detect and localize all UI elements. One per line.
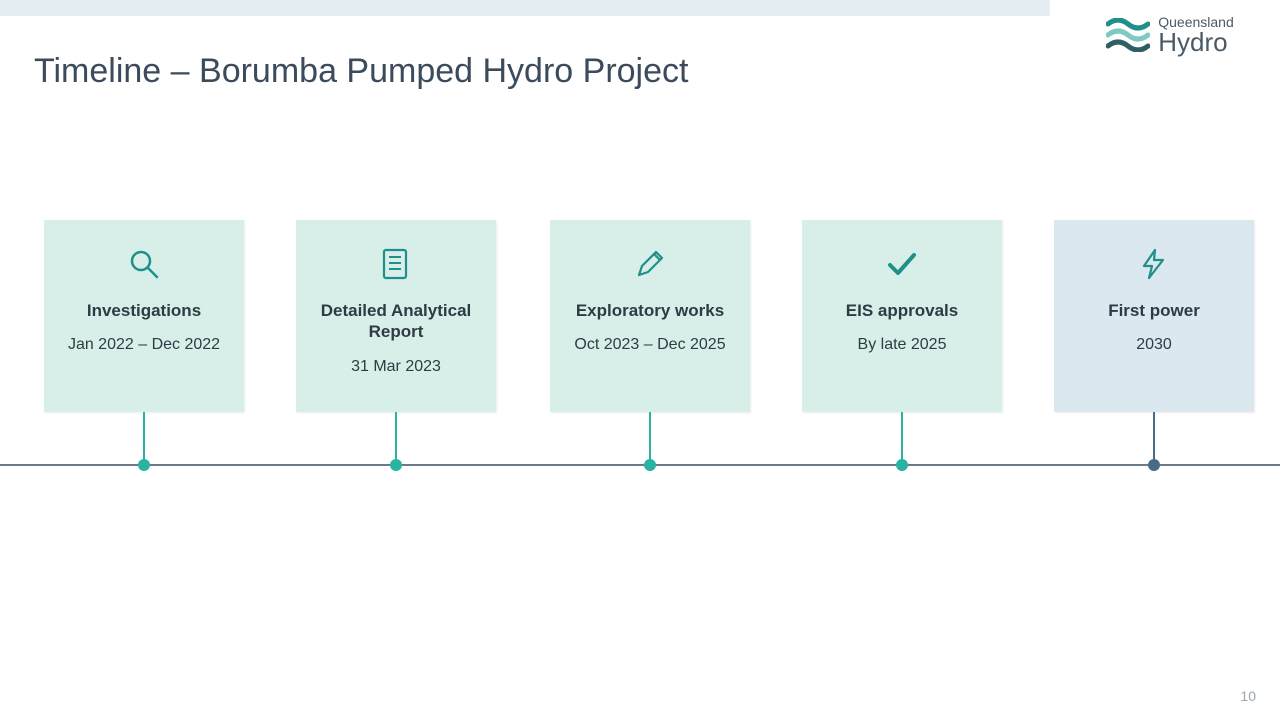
milestone-dot bbox=[896, 459, 908, 471]
milestone: EIS approvals By late 2025 bbox=[802, 220, 1002, 412]
milestone: Detailed Analytical Report 31 Mar 2023 bbox=[296, 220, 496, 412]
pencil-icon bbox=[634, 242, 666, 286]
milestone-dot bbox=[138, 459, 150, 471]
milestone: First power 2030 bbox=[1054, 220, 1254, 412]
milestone-date: 31 Mar 2023 bbox=[351, 357, 441, 378]
report-icon bbox=[380, 242, 412, 286]
milestone-stem bbox=[395, 412, 397, 464]
timeline-axis bbox=[0, 464, 1280, 466]
milestone-dot bbox=[644, 459, 656, 471]
search-icon bbox=[128, 242, 160, 286]
brand-logo: Queensland Hydro bbox=[1050, 0, 1280, 70]
page-title: Timeline – Borumba Pumped Hydro Project bbox=[34, 52, 688, 91]
page-number: 10 bbox=[1240, 688, 1256, 704]
milestone-stem bbox=[143, 412, 145, 464]
timeline: Investigations Jan 2022 – Dec 2022 Detaile… bbox=[0, 220, 1280, 540]
milestone-title: Detailed Analytical Report bbox=[310, 300, 482, 343]
milestone-date: Oct 2023 – Dec 2025 bbox=[574, 335, 725, 356]
logo-waves-icon bbox=[1106, 18, 1150, 52]
milestone: Investigations Jan 2022 – Dec 2022 bbox=[44, 220, 244, 412]
milestone-title: EIS approvals bbox=[846, 300, 958, 321]
milestone-card: Investigations Jan 2022 – Dec 2022 bbox=[44, 220, 244, 412]
milestone-card: EIS approvals By late 2025 bbox=[802, 220, 1002, 412]
milestone-date: Jan 2022 – Dec 2022 bbox=[68, 335, 220, 356]
milestone-card: Exploratory works Oct 2023 – Dec 2025 bbox=[550, 220, 750, 412]
brand-line2: Hydro bbox=[1158, 29, 1234, 55]
bolt-icon bbox=[1138, 242, 1170, 286]
milestone-stem bbox=[901, 412, 903, 464]
check-icon bbox=[886, 242, 918, 286]
milestone-date: 2030 bbox=[1136, 335, 1172, 356]
milestone: Exploratory works Oct 2023 – Dec 2025 bbox=[550, 220, 750, 412]
milestone-card: Detailed Analytical Report 31 Mar 2023 bbox=[296, 220, 496, 412]
milestone-date: By late 2025 bbox=[858, 335, 947, 356]
milestone-title: Investigations bbox=[87, 300, 201, 321]
milestone-card: First power 2030 bbox=[1054, 220, 1254, 412]
milestone-title: Exploratory works bbox=[576, 300, 724, 321]
milestone-dot bbox=[1148, 459, 1160, 471]
milestone-title: First power bbox=[1108, 300, 1200, 321]
milestone-stem bbox=[1153, 412, 1155, 464]
milestone-stem bbox=[649, 412, 651, 464]
milestone-dot bbox=[390, 459, 402, 471]
